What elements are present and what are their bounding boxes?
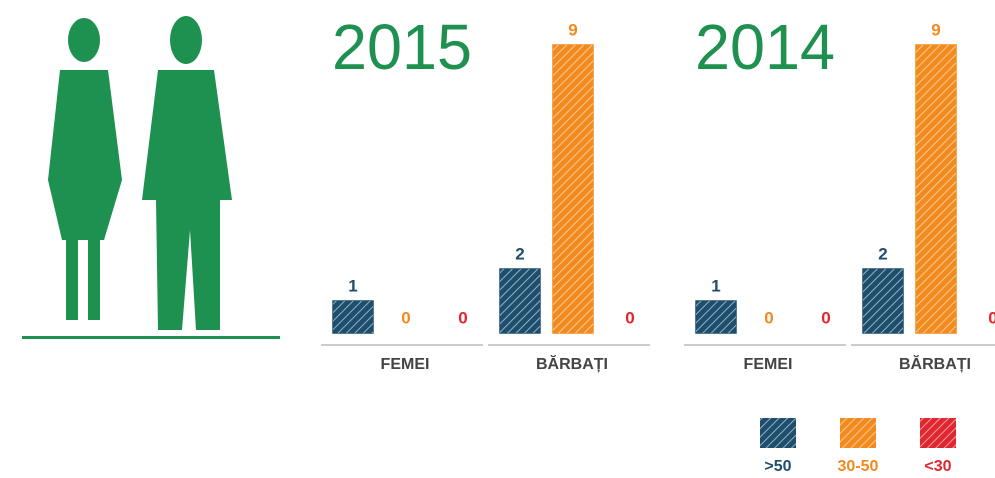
bar-hatch [500, 269, 540, 333]
bar-hatch [333, 301, 373, 333]
data-label: 0 [458, 308, 467, 327]
data-label: 0 [988, 308, 995, 327]
category-label: BĂRBAȚI [899, 354, 971, 373]
legend-hatch [840, 418, 876, 448]
data-label: 0 [401, 308, 410, 327]
data-label: 0 [821, 308, 830, 327]
bar-hatch [696, 301, 736, 333]
legend-label: >50 [764, 458, 791, 475]
data-label: 1 [711, 276, 720, 295]
panel-title: 2015 [332, 11, 472, 83]
legend-label: <30 [924, 458, 951, 475]
panel-title: 2014 [695, 11, 835, 83]
data-label: 0 [625, 308, 634, 327]
bar-hatch [553, 45, 593, 333]
data-label: 2 [515, 244, 524, 263]
legend-label: 30-50 [838, 458, 879, 475]
data-label: 0 [764, 308, 773, 327]
bar-hatch [916, 45, 956, 333]
people-illustration [22, 16, 280, 339]
legend-hatch [920, 418, 956, 448]
category-label: FEMEI [744, 356, 793, 373]
data-label: 2 [878, 244, 887, 263]
legend-hatch [760, 418, 796, 448]
bar-hatch [863, 269, 903, 333]
category-label: BĂRBAȚI [536, 354, 608, 373]
chart: 2015 FEMEI 1 0 0 BĂRBAȚI 2 9 0 2014 FEMEI 1 0 0 BĂRBAȚ… [0, 0, 995, 478]
category-label: FEMEI [381, 356, 430, 373]
data-label: 9 [931, 20, 940, 39]
data-label: 1 [348, 276, 357, 295]
data-label: 9 [568, 20, 577, 39]
